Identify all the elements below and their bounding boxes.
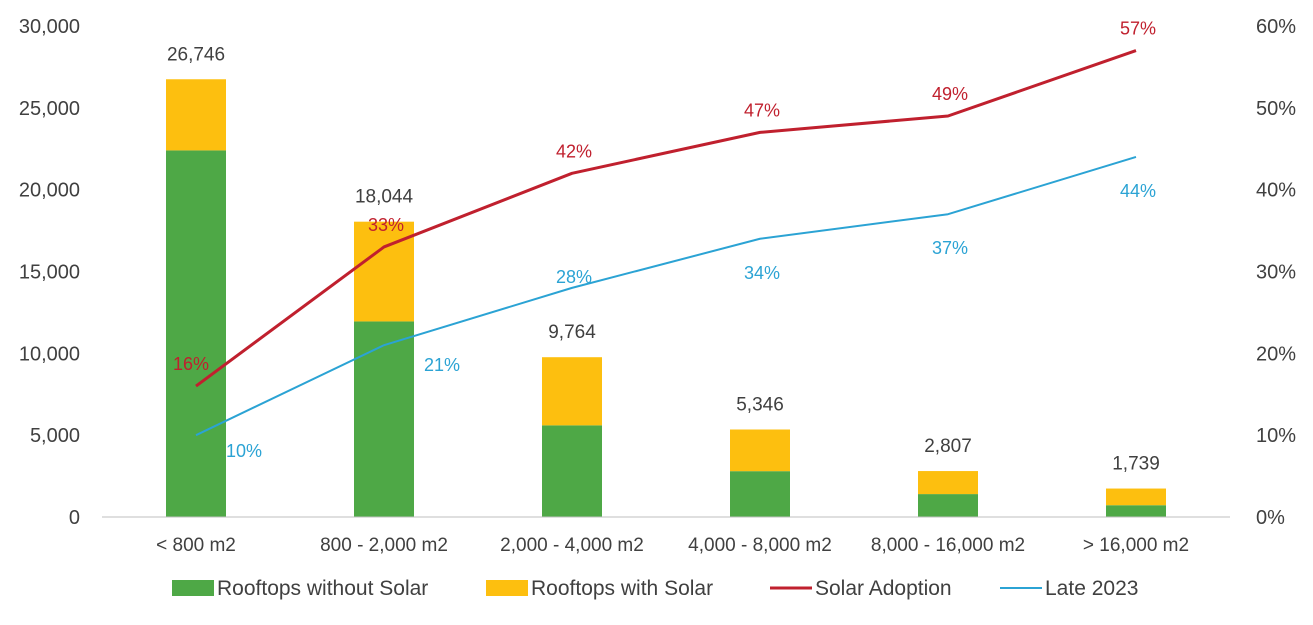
bar-total-label: 1,739 [1112,454,1160,475]
legend-label: Late 2023 [1045,577,1138,600]
bar-total-label: 18,044 [355,187,414,208]
y-left-tick-label: 10,000 [19,343,80,365]
line-data-label: 42% [556,141,592,161]
y-right-tick-label: 20% [1256,343,1296,365]
y-left-tick-label: 0 [69,507,80,529]
y-right-tick-label: 30% [1256,262,1296,284]
x-tick-label: 8,000 - 16,000 m2 [871,535,1025,556]
line-data-label: 57% [1120,19,1156,39]
x-tick-label: 4,000 - 8,000 m2 [688,535,832,556]
y-right-tick-label: 60% [1256,16,1296,38]
bar-segment-rooftops-without-solar [1106,505,1166,517]
y-left-tick-label: 5,000 [30,425,80,447]
line-data-label: 47% [744,100,780,120]
y-left-tick-label: 25,000 [19,98,80,120]
bar-segment-rooftops-with-solar [354,221,414,322]
line-data-label: 37% [932,238,968,258]
bar-segment-rooftops-with-solar [542,357,602,426]
bar-segment-rooftops-with-solar [730,429,790,472]
bar-segment-rooftops-without-solar [542,425,602,517]
bar-segment-rooftops-without-solar [918,494,978,517]
bar-total-label: 26,746 [167,44,225,65]
line-data-label: 10% [226,441,262,461]
legend-label: Rooftops with Solar [531,577,713,600]
line-data-label: 21% [424,355,460,375]
bar-segment-rooftops-with-solar [166,79,226,151]
legend-swatch [486,580,528,596]
bar-total-label: 2,807 [924,436,972,457]
bar-total-label: 5,346 [736,395,784,416]
y-right-tick-label: 0% [1256,507,1285,529]
bar-segment-rooftops-without-solar [166,150,226,518]
bar-segment-rooftops-without-solar [730,471,790,517]
bar-segment-rooftops-without-solar [354,321,414,517]
line-data-label: 28% [556,267,592,287]
bar-segment-rooftops-with-solar [918,471,978,495]
line-late-2023 [195,155,1137,437]
y-left-tick-label: 30,000 [19,16,80,38]
y-left-tick-label: 15,000 [19,262,80,284]
line-data-label: 33% [368,215,404,235]
legend-label: Solar Adoption [815,577,952,600]
y-left-tick-label: 20,000 [19,180,80,202]
x-tick-label: > 16,000 m2 [1083,535,1189,556]
x-tick-label: 2,000 - 4,000 m2 [500,535,644,556]
x-tick-label: < 800 m2 [156,535,236,556]
legend-swatch [172,580,214,596]
line-data-label: 49% [932,84,968,104]
line-data-label: 34% [744,263,780,283]
bar-segment-rooftops-with-solar [1106,488,1166,506]
y-right-tick-label: 40% [1256,180,1296,202]
line-data-label: 44% [1120,181,1156,201]
bar-total-label: 9,764 [548,322,596,343]
line-solar-adoption [195,49,1137,388]
y-right-tick-label: 50% [1256,98,1296,120]
y-right-tick-label: 10% [1256,425,1296,447]
legend-label: Rooftops without Solar [217,577,428,600]
x-tick-label: 800 - 2,000 m2 [320,535,448,556]
line-data-label: 16% [173,354,209,374]
